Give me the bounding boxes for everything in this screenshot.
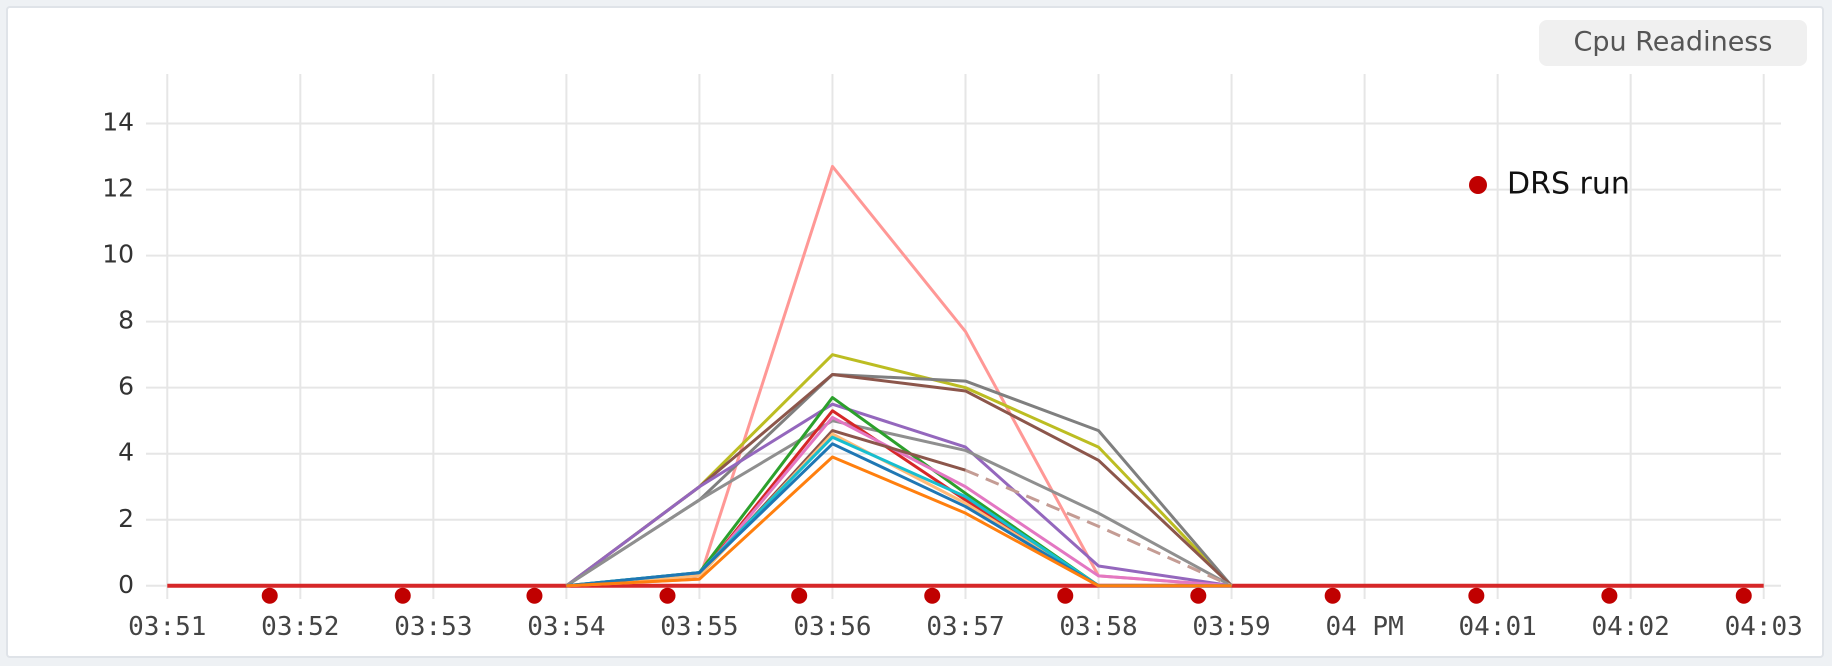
- drs-run-point: [659, 587, 676, 604]
- line-series: [566, 442, 1232, 588]
- drs-run-point: [791, 587, 808, 604]
- y-tick-label: 0: [118, 570, 134, 599]
- drs-run-point: [1601, 587, 1618, 604]
- line-series: [566, 415, 1232, 588]
- chart-title: Cpu Readiness: [1574, 27, 1773, 58]
- x-tick-label: 04 PM: [1325, 612, 1403, 642]
- drs-run-point: [261, 587, 278, 604]
- x-tick-label: 03:56: [793, 612, 871, 642]
- drs-run-point: [1190, 587, 1207, 604]
- x-tick-label: 03:52: [261, 612, 339, 642]
- y-tick-label: 8: [118, 306, 134, 335]
- x-tick-label: 04:02: [1592, 612, 1670, 642]
- y-tick-label: 6: [118, 372, 134, 401]
- x-tick-label: 03:57: [926, 612, 1004, 642]
- x-tick-label: 03:54: [527, 612, 605, 642]
- x-tick-label: 03:55: [660, 612, 738, 642]
- drs-run-point: [526, 587, 543, 604]
- x-tick-label: 04:01: [1458, 612, 1536, 642]
- chart-card: [6, 6, 1824, 658]
- x-tick-label: 03:58: [1059, 612, 1137, 642]
- y-tick-label: 2: [118, 504, 134, 533]
- y-tick-label: 12: [102, 174, 134, 203]
- drs-run-point: [394, 587, 411, 604]
- drs-run-point: [924, 587, 941, 604]
- drs-run-point: [1324, 587, 1341, 604]
- line-series: [565, 402, 1232, 588]
- line-series: [565, 419, 1233, 588]
- y-tick-label: 14: [102, 108, 134, 137]
- line-series: [566, 455, 1232, 588]
- drs-run-point: [1735, 587, 1752, 604]
- line-series: [964, 468, 1233, 588]
- title-badge: [1539, 20, 1807, 66]
- drs-run-point: [1468, 587, 1485, 604]
- y-tick-label: 4: [118, 438, 134, 467]
- x-tick-label: 03:51: [128, 612, 206, 642]
- x-tick-label: 03:59: [1192, 612, 1270, 642]
- x-tick-label: 04:03: [1725, 612, 1803, 642]
- drs-run-point: [1057, 587, 1074, 604]
- legend-label: DRS run: [1507, 167, 1630, 202]
- x-tick-label: 03:53: [394, 612, 472, 642]
- y-tick-label: 10: [102, 240, 134, 269]
- legend-marker: [1469, 176, 1487, 194]
